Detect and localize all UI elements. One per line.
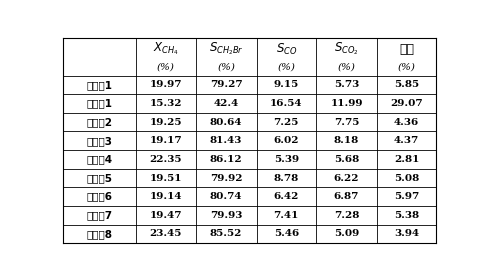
Text: 实施例8: 实施例8 [87, 229, 112, 239]
Text: 实施例4: 实施例4 [86, 154, 112, 164]
Text: 8.18: 8.18 [334, 136, 359, 145]
Text: 6.02: 6.02 [274, 136, 299, 145]
Text: 4.37: 4.37 [394, 136, 419, 145]
Text: 19.17: 19.17 [150, 136, 182, 145]
Text: 5.68: 5.68 [334, 155, 359, 164]
Text: 实施例2: 实施例2 [87, 117, 112, 127]
Text: 79.27: 79.27 [210, 80, 243, 90]
Text: 实施例5: 实施例5 [87, 173, 112, 183]
Text: 19.97: 19.97 [150, 80, 182, 90]
Text: 19.51: 19.51 [150, 173, 182, 183]
Text: 42.4: 42.4 [213, 99, 239, 108]
Text: 19.14: 19.14 [150, 192, 182, 201]
Text: 6.87: 6.87 [334, 192, 359, 201]
Text: 79.93: 79.93 [210, 211, 242, 220]
Text: 5.38: 5.38 [394, 211, 419, 220]
Text: 6.42: 6.42 [274, 192, 299, 201]
Text: 80.64: 80.64 [210, 118, 243, 127]
Text: 6.22: 6.22 [334, 173, 359, 183]
Text: 85.52: 85.52 [210, 229, 242, 238]
Text: 实施例3: 实施例3 [87, 136, 112, 146]
Text: 7.25: 7.25 [274, 118, 299, 127]
Text: 9.15: 9.15 [274, 80, 299, 90]
Text: $S_{CO_2}$: $S_{CO_2}$ [334, 41, 359, 57]
Text: 16.54: 16.54 [270, 99, 302, 108]
Text: 19.25: 19.25 [150, 118, 182, 127]
Text: 5.97: 5.97 [394, 192, 419, 201]
Text: $S_{CH_2Br}$: $S_{CH_2Br}$ [209, 41, 244, 57]
Text: 15.32: 15.32 [150, 99, 182, 108]
Text: (%): (%) [398, 63, 415, 72]
Text: 7.75: 7.75 [334, 118, 359, 127]
Text: 11.99: 11.99 [330, 99, 363, 108]
Text: 5.08: 5.08 [394, 173, 419, 183]
Text: 23.45: 23.45 [150, 229, 182, 238]
Text: 79.92: 79.92 [210, 173, 243, 183]
Text: 22.35: 22.35 [150, 155, 182, 164]
Text: 7.28: 7.28 [334, 211, 359, 220]
Text: 86.12: 86.12 [210, 155, 243, 164]
Text: 29.07: 29.07 [391, 99, 423, 108]
Text: 8.78: 8.78 [274, 173, 299, 183]
Text: 19.47: 19.47 [150, 211, 182, 220]
Text: $S_{CO}$: $S_{CO}$ [276, 41, 297, 57]
Text: 5.39: 5.39 [274, 155, 299, 164]
Text: 5.09: 5.09 [334, 229, 359, 238]
Text: (%): (%) [337, 63, 356, 72]
Text: 4.36: 4.36 [394, 118, 419, 127]
Text: 2.81: 2.81 [394, 155, 419, 164]
Text: 81.43: 81.43 [210, 136, 242, 145]
Text: 80.74: 80.74 [210, 192, 243, 201]
Text: 实施例1: 实施例1 [87, 80, 112, 90]
Text: 3.94: 3.94 [394, 229, 419, 238]
Text: $X_{CH_4}$: $X_{CH_4}$ [153, 41, 179, 57]
Text: 5.85: 5.85 [394, 80, 419, 90]
Text: 5.73: 5.73 [334, 80, 359, 90]
Text: 其他: 其他 [399, 43, 414, 56]
Text: (%): (%) [277, 63, 295, 72]
Text: (%): (%) [217, 63, 235, 72]
Text: 5.46: 5.46 [274, 229, 299, 238]
Text: 比较例1: 比较例1 [87, 99, 112, 109]
Text: (%): (%) [157, 63, 175, 72]
Text: 实施例6: 实施例6 [87, 192, 112, 202]
Text: 实施例7: 实施例7 [86, 210, 112, 220]
Text: 7.41: 7.41 [274, 211, 299, 220]
